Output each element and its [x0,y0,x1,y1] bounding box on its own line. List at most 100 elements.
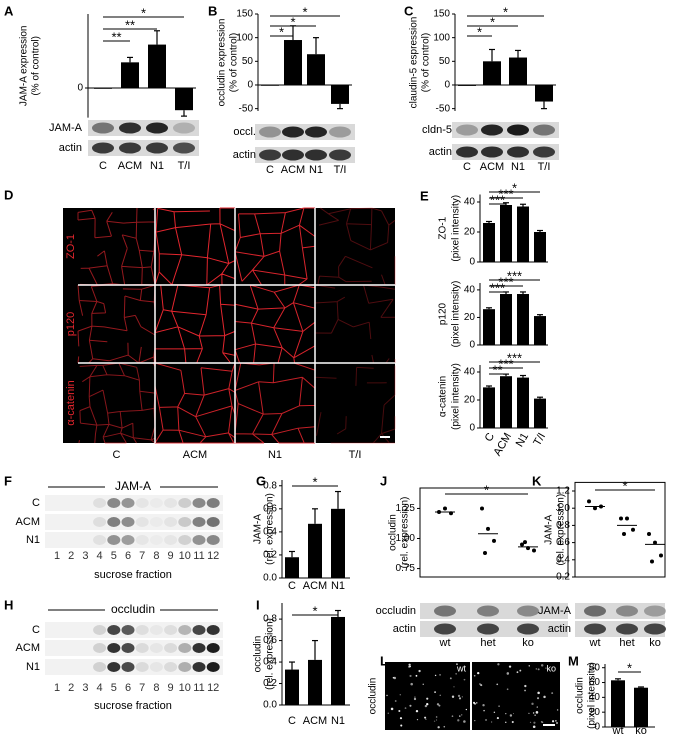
blot-band [178,662,192,672]
y-tick-label: -50 [239,103,254,114]
x-tick-label: wt [612,725,624,736]
micrograph-speck [439,694,441,697]
blot-band [644,623,666,635]
data-point [631,527,635,532]
panel-letter: I [256,597,260,612]
blot-band [533,124,555,136]
micrograph-speck [533,721,536,724]
micrograph-speck [437,726,440,729]
y-tick-label: 0 [77,83,83,94]
micrograph-speck [532,712,535,714]
blot-band [477,623,499,635]
fraction-label: 6 [125,550,131,562]
micrograph-speck [453,686,455,688]
micrograph-speck [465,708,468,711]
micrograph-speck [540,664,544,667]
blot-band [119,142,141,154]
micrograph-speck [482,704,485,707]
blot-background [420,603,568,619]
micrograph-speck [531,702,534,706]
blot-band [107,498,121,508]
micrograph-speck [474,720,476,722]
blot-band [150,535,163,545]
micrograph-speck [409,674,412,678]
error-bar [313,37,319,55]
bar [483,61,501,85]
micrograph-speck [409,704,412,707]
blot-band [206,625,220,635]
micrograph-speck [537,691,540,695]
lane-label: het [619,637,634,649]
micrograph-speck [392,676,395,679]
micrograph-speck [497,663,500,666]
micrograph-speck [555,719,557,722]
bar [483,223,495,262]
error-bar [520,203,526,207]
error-bar [127,56,133,63]
y-axis-label: claudin-5 espression [409,17,420,109]
lane-label: ACM [118,160,142,172]
y-tick-label: 1.2 [556,486,570,497]
y-axis-label: (pixel intensity) [451,363,462,430]
error-bar [537,229,543,232]
fraction-label: 7 [139,550,145,562]
data-point [647,532,651,536]
error-bar [520,291,526,295]
micrograph-speck [434,691,436,693]
blot-band [93,535,107,545]
blot-band [192,643,206,653]
data-point [593,506,597,511]
data-point [443,506,447,511]
significance-label: *** [498,186,513,201]
blot-band [206,517,220,527]
micrograph-speck [528,712,530,715]
micrograph-column-label: T/I [349,449,362,461]
blot-row-label: actin [59,142,82,154]
significance-label: * [290,14,295,29]
bar [517,294,529,345]
blot-band [135,535,149,545]
significance-label: ** [492,362,502,377]
blot-band [121,643,135,653]
error-bar [489,48,495,62]
blot-band [164,625,178,635]
y-tick-label: 0.2 [263,550,277,561]
blot-band [121,625,135,635]
micrograph-speck [457,719,460,722]
bar [611,680,625,727]
micrograph-speck [543,696,545,698]
blot-row-label: JAM-A [49,122,83,134]
micrograph-speck [545,667,547,669]
micrograph-speck [424,704,428,708]
significance-label: * [490,14,495,29]
micrograph-speck [556,709,559,711]
blot-row-label: cldn-5 [422,124,452,136]
micrograph-speck [457,694,461,698]
y-tick-label: 100 [236,32,253,43]
y-tick-label: 0 [444,80,450,91]
micrograph-speck [387,712,389,714]
y-tick-label: 40 [464,285,476,296]
blot-title: JAM-A [115,479,151,493]
micrograph-speck [455,673,457,675]
y-tick-label: 0 [247,80,253,91]
blot-band [107,535,121,545]
blot-band [259,126,281,138]
x-tick-label: N1 [331,715,345,727]
error-bar [537,314,543,317]
bar [500,294,512,345]
panel-letter: F [4,473,12,488]
y-tick-label: 0.4 [263,657,277,668]
blot-band [164,498,178,508]
blot-band [150,517,163,527]
blot-band [135,625,149,635]
y-tick-label: 0.0 [263,573,277,584]
micrograph-speck [459,715,461,717]
lane-label: ACM [480,161,504,173]
micrograph-speck [415,709,419,713]
bar [284,40,302,85]
blot-band [164,662,178,672]
micrograph-speck [461,714,463,716]
y-tick-label: 100 [433,32,450,43]
